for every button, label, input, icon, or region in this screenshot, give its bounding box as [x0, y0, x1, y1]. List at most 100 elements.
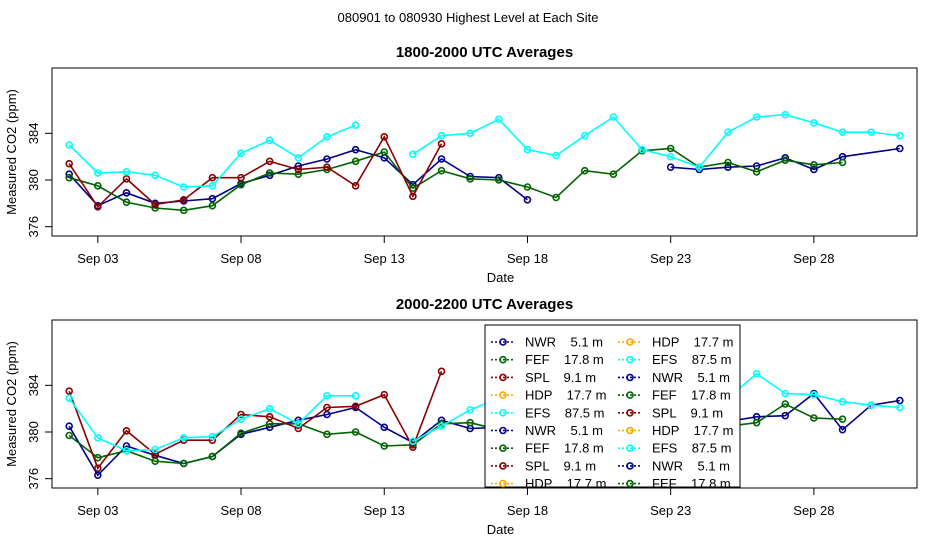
data-point	[294, 420, 303, 428]
data-point	[896, 396, 904, 405]
legend-box	[484, 324, 741, 488]
legend-marker	[499, 373, 507, 382]
data-point	[838, 397, 847, 406]
x-tick-label: Sep 28	[793, 251, 834, 266]
data-point	[294, 424, 303, 433]
legend-label: HDP 17.7 m	[652, 335, 733, 350]
plot-frame	[51, 319, 918, 489]
x-tick-label: Sep 08	[220, 251, 261, 266]
data-point	[724, 163, 732, 171]
data-point	[437, 367, 446, 376]
data-point	[94, 464, 102, 472]
data-point	[122, 442, 131, 450]
data-point	[437, 422, 446, 430]
data-point	[666, 163, 675, 171]
data-point	[94, 169, 102, 177]
data-point	[179, 183, 188, 191]
data-point	[323, 410, 331, 419]
data-point	[609, 113, 618, 121]
data-point	[495, 176, 503, 184]
y-tick-label: 380	[26, 421, 41, 443]
data-point	[752, 369, 761, 378]
series-line	[68, 124, 356, 188]
x-tick-label: Sep 18	[507, 251, 548, 266]
data-point	[237, 173, 245, 182]
data-point	[781, 156, 790, 164]
legend-label: NWR 5.1 m	[652, 458, 730, 473]
data-point	[179, 459, 188, 468]
data-point	[666, 152, 675, 161]
legend-label: NWR 5.1 m	[652, 370, 730, 385]
data-point	[810, 165, 818, 174]
y-tick-label: 376	[26, 216, 41, 238]
data-point	[65, 394, 73, 402]
data-point	[179, 206, 188, 215]
data-point	[409, 184, 417, 192]
legend-label: HDP 17.7 m	[525, 388, 606, 403]
data-point	[810, 414, 818, 422]
data-point	[867, 401, 875, 409]
data-point	[466, 418, 474, 427]
data-point	[122, 189, 131, 197]
data-point	[351, 145, 360, 154]
data-point	[810, 119, 818, 127]
data-point	[265, 136, 274, 145]
data-point	[466, 175, 474, 183]
data-point	[409, 150, 417, 159]
data-point	[781, 400, 790, 408]
series-spl	[65, 367, 446, 472]
data-point	[94, 453, 102, 462]
x-tick-label: Sep 03	[77, 503, 118, 518]
x-tick-label: Sep 18	[507, 503, 548, 518]
data-point	[94, 203, 102, 211]
data-point	[380, 148, 389, 156]
data-point	[380, 133, 389, 141]
data-point	[122, 198, 131, 206]
data-point	[237, 429, 245, 437]
data-point	[323, 155, 331, 163]
data-point	[437, 166, 446, 175]
data-point	[896, 403, 904, 412]
series-line	[68, 147, 843, 212]
legend-label: NWR 5.1 m	[525, 423, 603, 438]
data-point	[151, 445, 159, 454]
data-point	[380, 442, 389, 450]
data-point	[265, 420, 274, 428]
legend-marker	[626, 426, 634, 435]
data-point	[94, 434, 102, 442]
data-point	[151, 200, 159, 209]
data-point	[838, 128, 847, 136]
data-point	[151, 457, 159, 465]
series-line	[68, 394, 356, 452]
data-point	[265, 404, 274, 413]
data-point	[580, 131, 589, 140]
data-point	[323, 430, 331, 439]
data-point	[351, 428, 360, 436]
series-line	[68, 135, 443, 209]
data-point	[151, 171, 159, 180]
x-axis-label: Date	[487, 522, 514, 537]
data-point	[810, 161, 818, 169]
data-point	[695, 163, 704, 171]
data-point	[237, 415, 245, 423]
data-point	[724, 158, 732, 167]
legend-marker	[626, 373, 634, 382]
data-point	[65, 173, 73, 182]
data-point	[351, 121, 360, 129]
data-point	[523, 196, 532, 204]
legend-label: FEF 17.8 m	[525, 441, 604, 456]
data-point	[666, 144, 675, 153]
data-point	[65, 431, 73, 440]
data-point	[781, 389, 790, 398]
data-point	[351, 157, 360, 166]
legend-label: FEF 17.8 m	[652, 476, 731, 491]
legend-marker	[626, 462, 634, 470]
legend-label: FEF 17.8 m	[525, 352, 604, 367]
panel-title: 1800-2000 UTC Averages	[396, 44, 573, 61]
legend-marker	[499, 338, 507, 346]
legend-marker	[499, 444, 507, 453]
legend-marker	[626, 479, 634, 488]
data-point	[208, 201, 217, 210]
x-tick-label: Sep 23	[650, 251, 691, 266]
